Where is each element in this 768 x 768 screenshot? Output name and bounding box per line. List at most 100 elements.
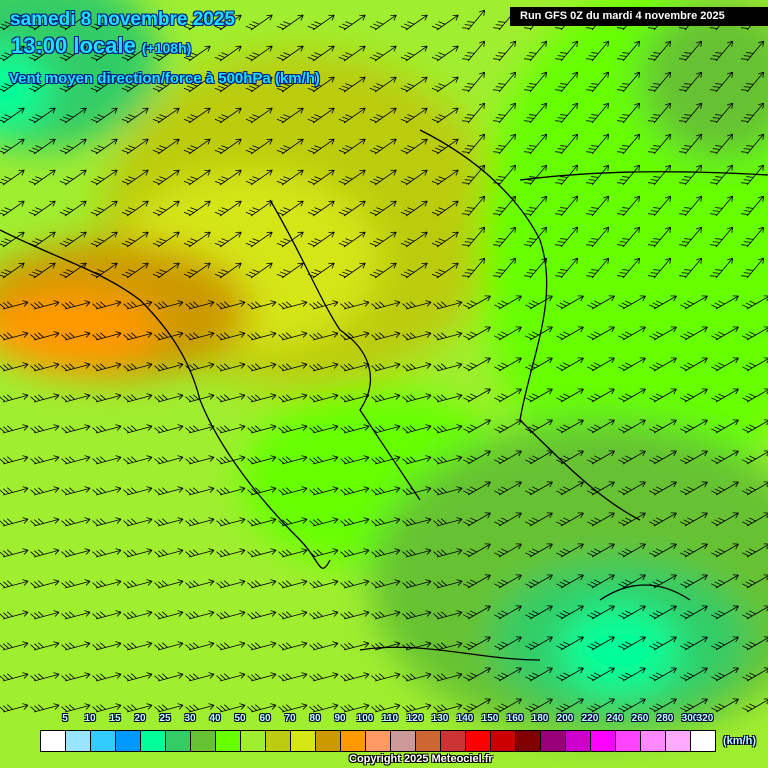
wind-barb — [556, 326, 584, 341]
wind-barb — [431, 138, 459, 155]
wind-barb — [741, 102, 765, 124]
wind-barb — [121, 200, 149, 217]
wind-barb — [463, 419, 491, 434]
wind-barb — [154, 486, 184, 496]
legend-label: 180 — [531, 713, 549, 724]
wind-barb — [123, 362, 153, 372]
legend-label: 5 — [62, 713, 68, 724]
wind-barb — [462, 9, 486, 31]
wind-barb — [61, 610, 91, 620]
wind-barb — [185, 610, 215, 620]
wind-barb — [276, 262, 304, 279]
wind-barb — [462, 257, 486, 279]
wind-barb — [649, 543, 677, 558]
wind-barb — [402, 393, 432, 403]
wind-barb — [338, 107, 366, 124]
wind-barb — [0, 200, 25, 217]
wind-barb — [121, 14, 149, 31]
legend-swatch — [491, 731, 516, 751]
wind-barb — [61, 703, 91, 713]
wind-barb — [28, 138, 56, 155]
wind-barb — [462, 133, 486, 155]
wind-barb — [463, 326, 491, 341]
wind-barb — [0, 672, 29, 682]
wind-barb — [61, 300, 91, 310]
wind-barb — [649, 450, 677, 465]
wind-barb — [123, 548, 153, 558]
wind-barb — [494, 543, 522, 558]
wind-barb — [92, 455, 122, 465]
wind-barb — [371, 486, 401, 496]
wind-barb — [741, 164, 765, 186]
wind-barb — [618, 512, 646, 527]
wind-barb — [525, 481, 553, 496]
wind-barb — [494, 326, 522, 341]
legend-swatch — [291, 731, 316, 751]
wind-barb — [309, 362, 339, 372]
wind-barb — [92, 300, 122, 310]
wind-barb — [525, 543, 553, 558]
wind-barb — [59, 107, 87, 124]
wind-barb — [92, 641, 122, 651]
wind-barb — [649, 357, 677, 372]
wind-barb — [154, 424, 184, 434]
wind-barb — [307, 200, 335, 217]
legend-label: 160 — [506, 713, 524, 724]
wind-barb — [30, 393, 60, 403]
wind-barb — [462, 102, 486, 124]
legend-label: 150 — [481, 713, 499, 724]
wind-barb — [679, 133, 703, 155]
wind-barb — [494, 574, 522, 589]
wind-barb — [524, 164, 548, 186]
wind-barb — [680, 698, 708, 713]
wind-barb — [680, 388, 708, 403]
wind-barb — [92, 331, 122, 341]
wind-barb — [711, 450, 739, 465]
wind-barb — [556, 388, 584, 403]
wind-barb — [680, 295, 708, 310]
wind-barb — [524, 133, 548, 155]
wind-barb — [649, 636, 677, 651]
wind-barb — [154, 672, 184, 682]
wind-barb — [0, 262, 25, 279]
wind-barb — [369, 107, 397, 124]
wind-barb — [555, 71, 579, 93]
wind-barb — [154, 393, 184, 403]
wind-barb — [617, 133, 641, 155]
wind-barb — [92, 393, 122, 403]
wind-barb — [741, 195, 765, 217]
wind-barb — [30, 455, 60, 465]
wind-barb — [28, 107, 56, 124]
wind-barb — [463, 295, 491, 310]
wind-barb — [556, 636, 584, 651]
legend-swatch — [241, 731, 266, 751]
wind-barb — [402, 486, 432, 496]
wind-barb — [556, 574, 584, 589]
wind-barb — [525, 512, 553, 527]
wind-barb — [214, 138, 242, 155]
wind-barb — [433, 517, 463, 527]
wind-barb — [617, 257, 641, 279]
wind-barb — [710, 133, 734, 155]
wind-barb — [679, 164, 703, 186]
legend-swatch — [466, 731, 491, 751]
wind-barb — [216, 362, 246, 372]
legend-swatch — [591, 731, 616, 751]
legend-label: 15 — [109, 713, 121, 724]
wind-barb — [648, 164, 672, 186]
wind-barb — [90, 76, 118, 93]
wind-barb — [742, 667, 768, 682]
wind-barb — [371, 641, 401, 651]
wind-barb — [493, 133, 517, 155]
wind-barb — [183, 262, 211, 279]
wind-barb — [431, 169, 459, 186]
wind-barb — [278, 517, 308, 527]
wind-barb — [463, 698, 491, 713]
legend-label: 260 — [631, 713, 649, 724]
wind-barb — [493, 40, 517, 62]
wind-barb — [307, 138, 335, 155]
wind-barb — [371, 455, 401, 465]
wind-barb — [278, 424, 308, 434]
wind-barb — [711, 295, 739, 310]
wind-barb — [59, 76, 87, 93]
